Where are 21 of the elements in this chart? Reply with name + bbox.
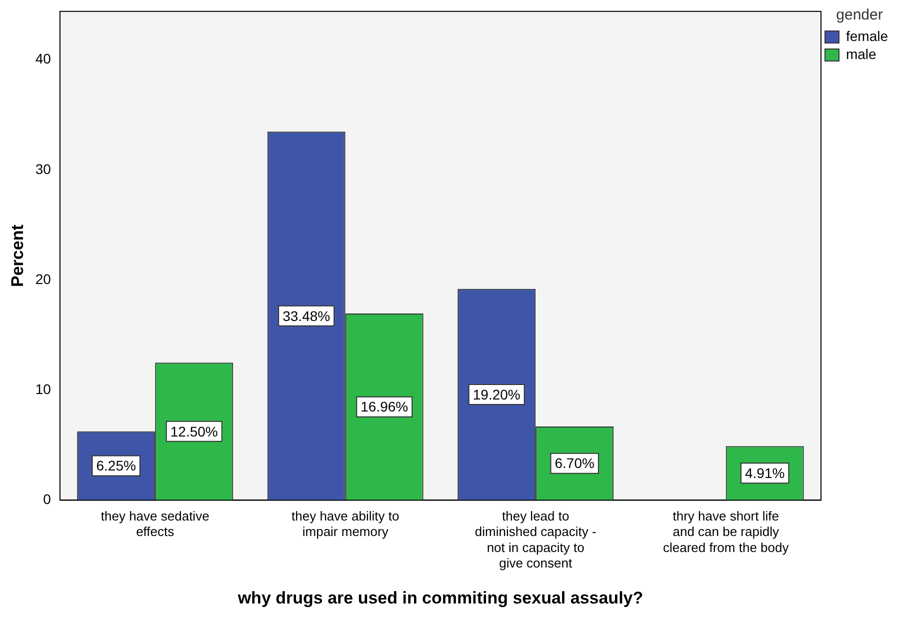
data-label: 6.70% bbox=[554, 455, 594, 472]
y-tick-label: 20 bbox=[35, 270, 52, 287]
legend-label: male bbox=[846, 46, 877, 62]
x-tick-label: they have ability to impair memory bbox=[292, 508, 400, 540]
data-label: 33.48% bbox=[282, 308, 330, 324]
x-tick-label: they have sedative effects bbox=[100, 508, 210, 540]
legend-title: gender bbox=[836, 6, 883, 24]
data-label: 19.20% bbox=[472, 386, 520, 402]
legend-label: female bbox=[846, 28, 888, 44]
y-tick-label: 10 bbox=[35, 380, 52, 397]
y-axis-title: Percent bbox=[8, 224, 27, 287]
y-tick-label: 0 bbox=[43, 491, 52, 508]
data-label: 12.50% bbox=[170, 423, 218, 440]
data-label: 6.25% bbox=[96, 458, 136, 474]
y-tick-label: 30 bbox=[35, 160, 52, 177]
x-tick-label: they lead to diminished capacity - not in capacity to give consent bbox=[474, 508, 596, 570]
x-tick-label: thry have short life and can be rapidly cleared from the body bbox=[662, 508, 790, 555]
data-label: 4.91% bbox=[745, 465, 785, 482]
y-tick-label: 40 bbox=[35, 50, 52, 67]
data-label: 16.96% bbox=[360, 398, 408, 415]
x-axis-title: why drugs are used in commiting sexual assauly? bbox=[236, 588, 644, 608]
